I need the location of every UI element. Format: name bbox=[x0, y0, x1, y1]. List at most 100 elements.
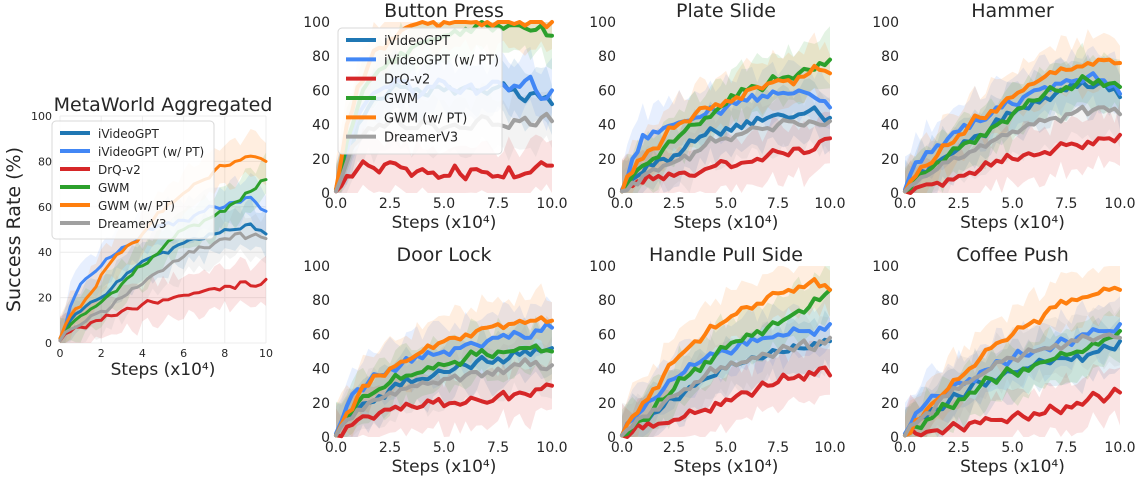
series-line-gwm-w-pt- bbox=[903, 57, 1122, 194]
y-tick-label: 40 bbox=[598, 118, 616, 134]
confidence-band-drq-v2 bbox=[622, 340, 830, 437]
x-axis-label: Steps (x10⁴) bbox=[674, 457, 779, 477]
confidence-band-ivideogpt bbox=[336, 316, 552, 437]
y-tick-label: 60 bbox=[312, 327, 330, 343]
x-tick-label: 2 bbox=[98, 347, 105, 360]
x-tick-label: 10.0 bbox=[536, 440, 567, 456]
x-tick-label: 5.0 bbox=[715, 440, 737, 456]
series-line-dreamerv3 bbox=[620, 335, 832, 438]
y-tick-label: 0 bbox=[607, 186, 616, 202]
legend-label: GWM bbox=[98, 181, 130, 195]
series-line-dreamerv3 bbox=[903, 332, 1122, 438]
x-axis-label: Steps (x10⁴) bbox=[674, 213, 779, 233]
y-tick-label: 0 bbox=[321, 430, 330, 446]
confidence-band-gwm bbox=[336, 315, 552, 437]
confidence-band-ivideogpt bbox=[622, 310, 830, 437]
confidence-band-drq-v2 bbox=[622, 111, 830, 193]
y-tick-label: 100 bbox=[872, 15, 899, 31]
x-tick-label: 10 bbox=[259, 347, 273, 360]
chart-aggregated: MetaWorld Aggregated Steps (x10⁴) Success … bbox=[3, 94, 273, 380]
legend-label: iVideoGPT bbox=[384, 34, 450, 49]
x-tick-label: 10.0 bbox=[814, 196, 845, 212]
legend-label: DreamerV3 bbox=[384, 131, 458, 146]
x-tick-label: 7.5 bbox=[1055, 440, 1077, 456]
series-line-dreamerv3 bbox=[334, 357, 554, 438]
confidence-band-dreamerv3 bbox=[905, 79, 1120, 193]
x-tick-label: 8 bbox=[221, 347, 228, 360]
confidence-band-ivideogpt-w-pt- bbox=[905, 46, 1120, 193]
y-tick-label: 100 bbox=[872, 259, 899, 275]
x-tick-label: 7.5 bbox=[1055, 196, 1077, 212]
x-tick-label: 10.0 bbox=[1104, 440, 1135, 456]
y-axis-label: Success Rate (%) bbox=[3, 147, 25, 312]
series-line-drq-v2 bbox=[334, 159, 554, 194]
confidence-band-ivideogpt bbox=[905, 317, 1120, 437]
y-tick-label: 0 bbox=[890, 430, 899, 446]
confidence-band-gwm-w-pt- bbox=[622, 32, 830, 194]
y-tick-label: 0 bbox=[607, 430, 616, 446]
confidence-band-drq-v2 bbox=[905, 364, 1120, 437]
legend-label: iVideoGPT bbox=[98, 127, 159, 141]
legend-label: iVideoGPT (w/ PT) bbox=[98, 145, 204, 159]
series-line-drq-v2 bbox=[620, 365, 832, 439]
legend: iVideoGPT iVideoGPT (w/ PT) DrQ-v2 GWM GWM (… bbox=[51, 120, 215, 240]
confidence-band-drq-v2 bbox=[905, 100, 1120, 193]
chart-button-press: Button Press Steps (x10⁴) 0 20 40 60 80 100 0.0 2… bbox=[303, 0, 567, 233]
confidence-band-gwm-w-pt- bbox=[622, 266, 830, 437]
y-tick-label: 0 bbox=[321, 186, 330, 202]
x-tick-label: 5.0 bbox=[1001, 440, 1023, 456]
y-tick-label: 80 bbox=[598, 49, 616, 65]
legend-label: DrQ-v2 bbox=[384, 73, 430, 88]
y-tick-label: 60 bbox=[312, 83, 330, 99]
x-tick-label: 6 bbox=[180, 347, 187, 360]
legend-label: GWM (w/ PT) bbox=[98, 199, 175, 213]
y-tick-label: 100 bbox=[31, 110, 52, 123]
legend-label: DrQ-v2 bbox=[98, 163, 141, 177]
x-tick-label: 10.0 bbox=[1104, 196, 1135, 212]
chart-title: Handle Pull Side bbox=[649, 244, 803, 266]
series-line-gwm bbox=[58, 178, 268, 340]
series-line-drq-v2 bbox=[58, 277, 268, 343]
series-line-dreamerv3 bbox=[620, 118, 832, 194]
x-tick-label: 0.0 bbox=[894, 440, 916, 456]
x-tick-label: 10.0 bbox=[536, 196, 567, 212]
y-tick-label: 40 bbox=[312, 118, 330, 134]
y-tick-label: 40 bbox=[598, 362, 616, 378]
chart-title: Coffee Push bbox=[956, 244, 1069, 266]
series-line-ivideogpt-w-pt- bbox=[620, 88, 832, 192]
x-tick-label: 2.5 bbox=[663, 440, 685, 456]
series-line-gwm-w-pt- bbox=[620, 277, 832, 438]
series-line-drq-v2 bbox=[903, 132, 1122, 195]
chart-title: Hammer bbox=[971, 0, 1054, 22]
series-line-drq-v2 bbox=[903, 386, 1122, 438]
confidence-band-dreamerv3 bbox=[622, 312, 830, 437]
series-line-gwm-w-pt- bbox=[620, 63, 832, 194]
y-tick-label: 20 bbox=[598, 152, 616, 168]
y-tick-label: 20 bbox=[881, 396, 899, 412]
y-tick-label: 80 bbox=[38, 155, 52, 168]
series-line-drq-v2 bbox=[620, 136, 832, 194]
chart-title: MetaWorld Aggregated bbox=[54, 94, 273, 116]
series-line-gwm bbox=[620, 287, 832, 438]
y-tick-label: 60 bbox=[598, 327, 616, 343]
x-tick-label: 5.0 bbox=[715, 196, 737, 212]
x-tick-label: 2.5 bbox=[948, 440, 970, 456]
legend-label: GWM (w/ PT) bbox=[384, 111, 467, 126]
legend-label: GWM bbox=[384, 92, 418, 107]
chart-door-lock: Door Lock Steps (x10⁴) 0 20 40 60 80 100 0.0 2.5 5… bbox=[303, 244, 567, 477]
chart-title: Door Lock bbox=[396, 244, 491, 266]
x-tick-label: 2.5 bbox=[948, 196, 970, 212]
x-axis-label: Steps (x10⁴) bbox=[960, 457, 1065, 477]
x-tick-label: 4 bbox=[139, 347, 146, 360]
confidence-band-dreamerv3 bbox=[60, 207, 266, 343]
legend-label: iVideoGPT (w/ PT) bbox=[384, 53, 499, 68]
y-tick-label: 40 bbox=[881, 118, 899, 134]
y-tick-label: 20 bbox=[312, 152, 330, 168]
x-tick-label: 2.5 bbox=[379, 196, 401, 212]
y-tick-label: 20 bbox=[598, 396, 616, 412]
y-tick-label: 20 bbox=[881, 152, 899, 168]
x-tick-label: 7.5 bbox=[767, 196, 789, 212]
chart-plate-slide: Plate Slide Steps (x10⁴) 0 20 40 60 80 100 0.0 2.… bbox=[589, 0, 845, 233]
x-tick-label: 7.5 bbox=[487, 196, 509, 212]
